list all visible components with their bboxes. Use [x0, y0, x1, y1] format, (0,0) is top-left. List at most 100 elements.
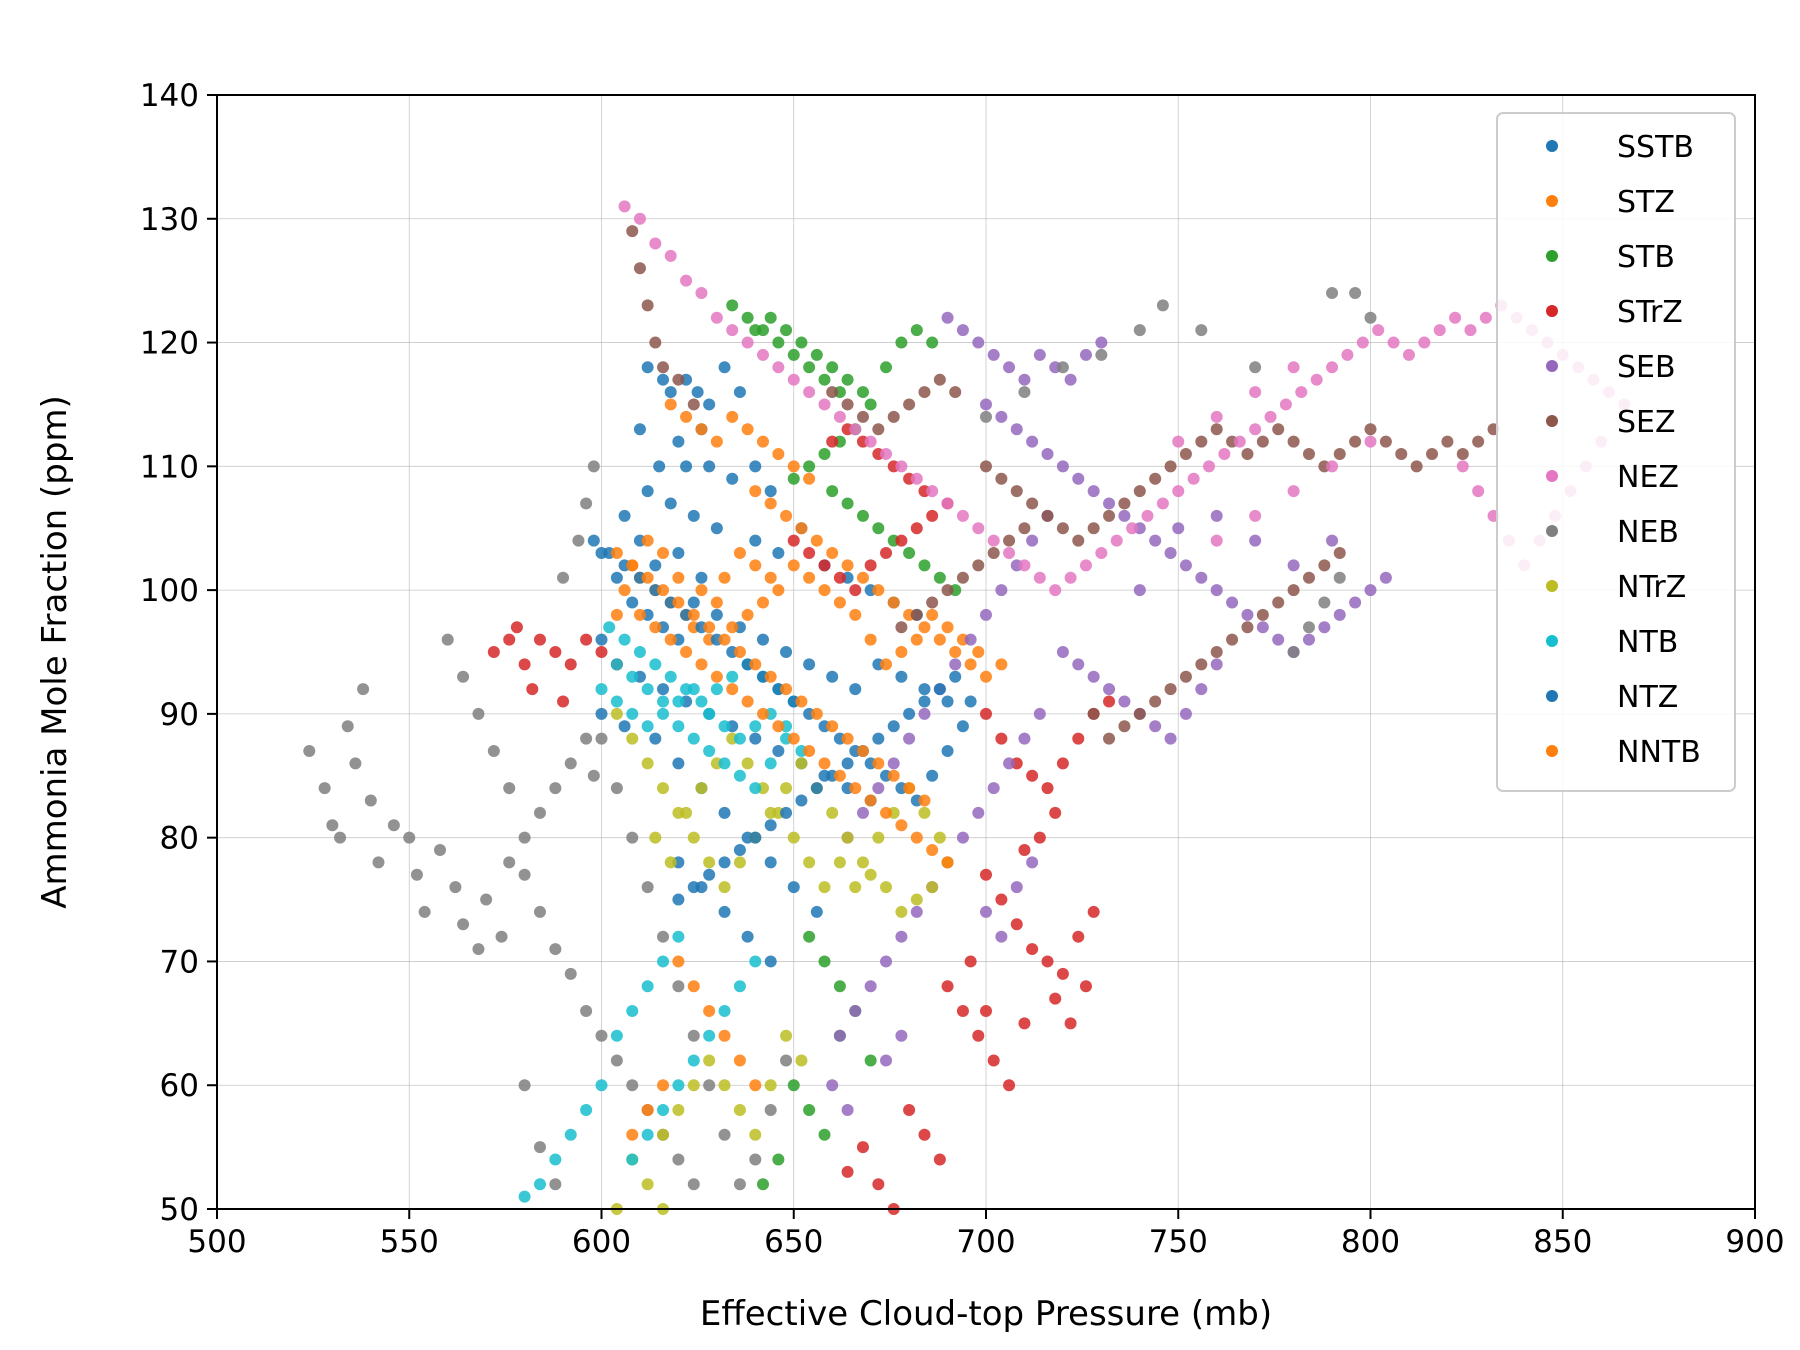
data-point — [580, 633, 593, 646]
data-point — [880, 1054, 893, 1067]
data-point — [703, 398, 716, 411]
data-point — [1195, 324, 1208, 337]
data-point — [856, 509, 869, 522]
data-point — [1349, 435, 1362, 448]
data-point — [641, 757, 654, 770]
data-point — [849, 683, 862, 696]
data-point — [972, 646, 985, 658]
data-point — [1041, 509, 1054, 522]
data-point — [856, 410, 869, 423]
data-point — [780, 683, 793, 696]
legend-label: STrZ — [1617, 295, 1683, 330]
data-point — [557, 695, 570, 708]
data-point — [864, 559, 877, 572]
data-point — [695, 658, 708, 671]
data-point — [1333, 447, 1346, 460]
data-point — [503, 856, 516, 869]
data-point — [741, 336, 754, 349]
data-point — [880, 546, 893, 559]
data-point — [687, 831, 700, 844]
data-point — [841, 398, 854, 411]
data-point — [610, 1029, 623, 1042]
data-point — [849, 584, 862, 597]
data-point — [818, 584, 831, 597]
data-point — [710, 596, 723, 609]
data-point — [657, 546, 670, 559]
data-point — [749, 324, 762, 337]
data-point — [787, 831, 800, 844]
data-point — [1164, 460, 1177, 473]
data-point — [803, 745, 816, 758]
data-point — [1026, 769, 1039, 782]
data-point — [1272, 596, 1285, 609]
data-point — [1026, 534, 1039, 547]
legend-label: NTZ — [1617, 680, 1678, 715]
data-point — [1218, 447, 1231, 460]
data-point — [1064, 373, 1077, 386]
data-point — [649, 658, 662, 671]
data-point — [1310, 373, 1323, 386]
data-point — [980, 868, 992, 881]
data-point — [756, 596, 769, 609]
data-point — [1349, 287, 1362, 300]
data-point — [626, 596, 639, 609]
data-point — [687, 1029, 700, 1042]
data-point — [1018, 559, 1031, 572]
data-point — [956, 720, 969, 733]
data-point — [641, 299, 654, 312]
data-point — [956, 831, 969, 844]
data-point — [1087, 670, 1100, 683]
data-point — [1226, 633, 1239, 646]
data-point — [864, 633, 877, 646]
data-point — [672, 571, 685, 584]
data-point — [803, 361, 816, 374]
data-point — [803, 658, 816, 671]
data-point — [680, 274, 693, 287]
data-point — [672, 695, 685, 708]
data-point — [733, 732, 746, 745]
data-point — [595, 646, 608, 658]
data-point — [1149, 695, 1162, 708]
data-point — [733, 386, 746, 399]
data-point — [787, 1079, 800, 1092]
data-point — [756, 348, 769, 361]
data-point — [341, 720, 354, 733]
data-point — [641, 720, 654, 733]
data-point — [718, 1128, 731, 1141]
data-point — [1395, 447, 1408, 460]
data-point — [1149, 472, 1162, 485]
data-point — [710, 311, 723, 324]
data-point — [1426, 447, 1439, 460]
data-point — [641, 361, 654, 374]
data-point — [1041, 447, 1054, 460]
data-point — [895, 819, 908, 832]
data-point — [749, 658, 762, 671]
data-point — [1249, 386, 1262, 399]
data-point — [987, 1054, 1000, 1067]
data-point — [980, 707, 992, 720]
data-point — [826, 485, 839, 498]
data-point — [1018, 373, 1031, 386]
data-point — [703, 1029, 716, 1042]
data-point — [695, 782, 708, 795]
data-point — [841, 559, 854, 572]
data-point — [818, 398, 831, 411]
x-tick-label: 850 — [1533, 1224, 1592, 1260]
legend-label: SEB — [1617, 350, 1676, 385]
y-tick-label: 120 — [140, 326, 199, 362]
data-point — [1287, 559, 1300, 572]
legend-marker — [1546, 360, 1558, 372]
data-point — [918, 695, 931, 708]
data-point — [1133, 485, 1146, 498]
data-point — [1187, 472, 1200, 485]
data-point — [687, 980, 700, 993]
data-point — [926, 844, 939, 857]
data-point — [926, 608, 939, 621]
data-point — [580, 1103, 593, 1116]
data-point — [1272, 633, 1285, 646]
data-point — [918, 621, 931, 634]
data-point — [703, 1054, 716, 1067]
data-point — [1272, 423, 1285, 436]
data-point — [1318, 596, 1331, 609]
data-point — [533, 905, 546, 918]
